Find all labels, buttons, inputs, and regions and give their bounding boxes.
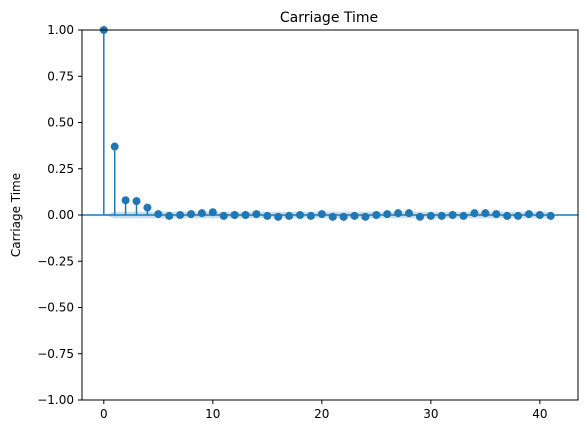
stem-marker: [176, 211, 185, 219]
stem-marker: [252, 210, 261, 219]
y-tick-label: −0.25: [37, 254, 74, 268]
y-tick-label: −0.50: [37, 301, 74, 315]
stem-marker: [263, 211, 272, 220]
stem-marker: [339, 212, 348, 221]
stem-marker: [437, 211, 446, 220]
stem-marker: [121, 196, 130, 205]
x-tick-label: 30: [423, 407, 438, 421]
y-axis-label: Carriage Time: [9, 173, 23, 257]
stem-marker: [317, 210, 326, 219]
stem-marker: [492, 210, 501, 219]
y-tick-label: −0.75: [37, 347, 74, 361]
x-tick-label: 20: [314, 407, 329, 421]
x-tick-label: 40: [532, 407, 547, 421]
stem-marker: [230, 211, 239, 219]
stem-marker: [132, 197, 141, 206]
y-tick-label: 0.00: [47, 208, 74, 222]
stem-marker: [154, 210, 163, 219]
stem-marker: [481, 209, 490, 218]
stem-marker: [110, 142, 119, 151]
y-tick-label: 0.75: [47, 69, 74, 83]
stem-marker: [503, 211, 512, 220]
y-tick-label: 0.50: [47, 116, 74, 130]
stem-marker: [241, 211, 250, 219]
stems: [99, 26, 555, 221]
stem-marker: [296, 211, 305, 219]
plot-frame: [81, 29, 579, 401]
stem-marker: [219, 211, 228, 220]
stem-marker: [350, 211, 359, 220]
y-tick-label: 1.00: [47, 23, 74, 37]
stem-marker: [274, 212, 283, 221]
stem-marker: [394, 209, 403, 218]
stem-marker: [524, 210, 533, 219]
stem-marker: [448, 211, 457, 219]
axis-ticks: 0 10 20 30 40 1.00 0.75 0.50 0.25 0.00 −0.25 −0.50 −…: [37, 23, 547, 421]
stem-marker: [383, 210, 392, 219]
x-tick-label: 10: [205, 407, 220, 421]
y-tick-label: −1.00: [37, 393, 74, 407]
stem-marker: [426, 211, 435, 220]
stem-marker: [197, 209, 206, 218]
stem-marker: [208, 208, 217, 217]
stem-marker: [285, 211, 294, 220]
chart-title: Carriage Time: [280, 10, 378, 26]
stem-marker: [470, 209, 479, 218]
stem-marker: [514, 211, 523, 220]
y-tick-label: 0.25: [47, 162, 74, 176]
stem-marker: [165, 211, 174, 220]
stem-marker: [405, 209, 414, 218]
stem-marker: [535, 211, 544, 219]
stem-marker: [546, 211, 555, 220]
stem-marker: [187, 210, 196, 219]
stem-marker: [459, 211, 468, 220]
stem-marker: [372, 211, 381, 219]
stem-marker: [361, 212, 370, 221]
stem-marker: [306, 211, 315, 220]
stem-marker: [328, 212, 337, 221]
stem-marker: [143, 203, 152, 212]
stem-marker: [415, 212, 424, 221]
x-tick-label: 0: [100, 407, 108, 421]
